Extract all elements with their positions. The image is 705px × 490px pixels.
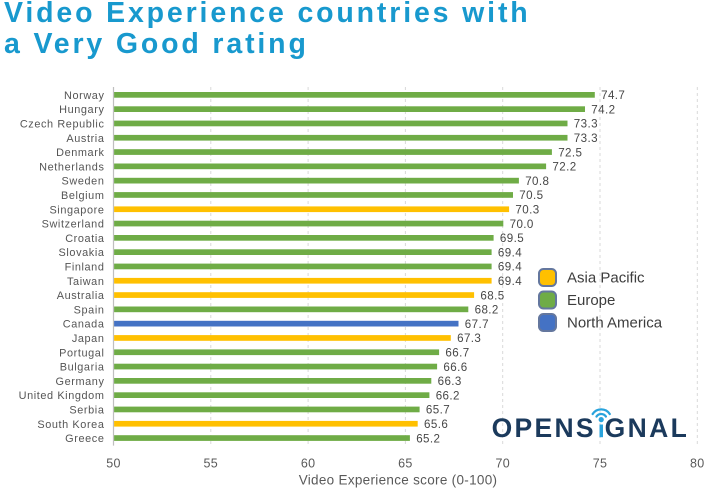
svg-text:Portugal: Portugal	[59, 347, 104, 359]
svg-text:South Korea: South Korea	[37, 419, 104, 431]
svg-text:66.3: 66.3	[438, 375, 462, 388]
svg-text:67.3: 67.3	[457, 332, 481, 345]
svg-text:50: 50	[106, 457, 121, 471]
svg-text:65.6: 65.6	[424, 418, 448, 431]
svg-text:68.2: 68.2	[475, 304, 499, 317]
svg-text:Czech Republic: Czech Republic	[20, 118, 105, 130]
svg-text:Denmark: Denmark	[56, 147, 104, 159]
svg-text:Germany: Germany	[56, 376, 105, 388]
svg-text:67.7: 67.7	[465, 318, 489, 331]
svg-text:Europe: Europe	[567, 292, 615, 309]
svg-text:Serbia: Serbia	[69, 404, 104, 416]
svg-text:70.0: 70.0	[510, 218, 534, 231]
svg-text:Australia: Australia	[57, 290, 105, 302]
svg-text:70.8: 70.8	[525, 175, 549, 188]
svg-text:United Kingdom: United Kingdom	[19, 390, 105, 402]
svg-text:Video Experience score (0-100): Video Experience score (0-100)	[299, 473, 498, 488]
svg-text:North America: North America	[567, 315, 663, 332]
svg-text:70: 70	[495, 457, 510, 471]
svg-text:Croatia: Croatia	[65, 233, 105, 245]
svg-text:Spain: Spain	[74, 304, 105, 316]
svg-text:72.2: 72.2	[552, 161, 576, 174]
svg-text:72.5: 72.5	[558, 146, 582, 159]
svg-text:Singapore: Singapore	[49, 204, 104, 216]
svg-text:Greece: Greece	[65, 433, 104, 445]
svg-text:65: 65	[398, 457, 413, 471]
svg-text:OPENS: OPENS	[492, 413, 596, 443]
svg-text:75: 75	[593, 457, 608, 471]
svg-text:Austria: Austria	[66, 133, 104, 145]
svg-text:65.7: 65.7	[426, 404, 450, 417]
svg-text:Asia Pacific: Asia Pacific	[567, 270, 645, 287]
svg-text:69.4: 69.4	[498, 246, 522, 259]
svg-text:Finland: Finland	[65, 261, 105, 273]
svg-text:Norway: Norway	[64, 90, 105, 102]
svg-text:Sweden: Sweden	[62, 176, 105, 188]
svg-text:Canada: Canada	[63, 319, 105, 331]
svg-text:65.2: 65.2	[416, 432, 440, 445]
svg-text:Switzerland: Switzerland	[42, 219, 105, 231]
svg-text:Slovakia: Slovakia	[59, 247, 105, 259]
svg-text:66.7: 66.7	[445, 346, 469, 359]
svg-text:Bulgaria: Bulgaria	[60, 362, 105, 374]
svg-text:Netherlands: Netherlands	[39, 161, 104, 173]
svg-text:80: 80	[690, 457, 705, 471]
svg-text:66.2: 66.2	[436, 389, 460, 402]
svg-text:69.5: 69.5	[500, 232, 524, 245]
svg-text:74.7: 74.7	[601, 89, 625, 102]
svg-text:73.3: 73.3	[574, 118, 598, 131]
svg-text:68.5: 68.5	[480, 289, 504, 302]
svg-text:55: 55	[204, 457, 219, 471]
svg-text:70.3: 70.3	[515, 203, 539, 216]
svg-text:Hungary: Hungary	[59, 104, 104, 116]
svg-text:69.4: 69.4	[498, 275, 522, 288]
svg-text:73.3: 73.3	[574, 132, 598, 145]
svg-text:GNAL: GNAL	[605, 413, 690, 443]
svg-text:66.6: 66.6	[443, 361, 467, 374]
svg-text:Taiwan: Taiwan	[67, 276, 105, 288]
svg-text:74.2: 74.2	[591, 103, 615, 116]
svg-text:69.4: 69.4	[498, 261, 522, 274]
svg-text:Japan: Japan	[72, 333, 105, 345]
svg-text:70.5: 70.5	[519, 189, 543, 202]
svg-text:60: 60	[301, 457, 316, 471]
svg-text:Belgium: Belgium	[61, 190, 105, 202]
